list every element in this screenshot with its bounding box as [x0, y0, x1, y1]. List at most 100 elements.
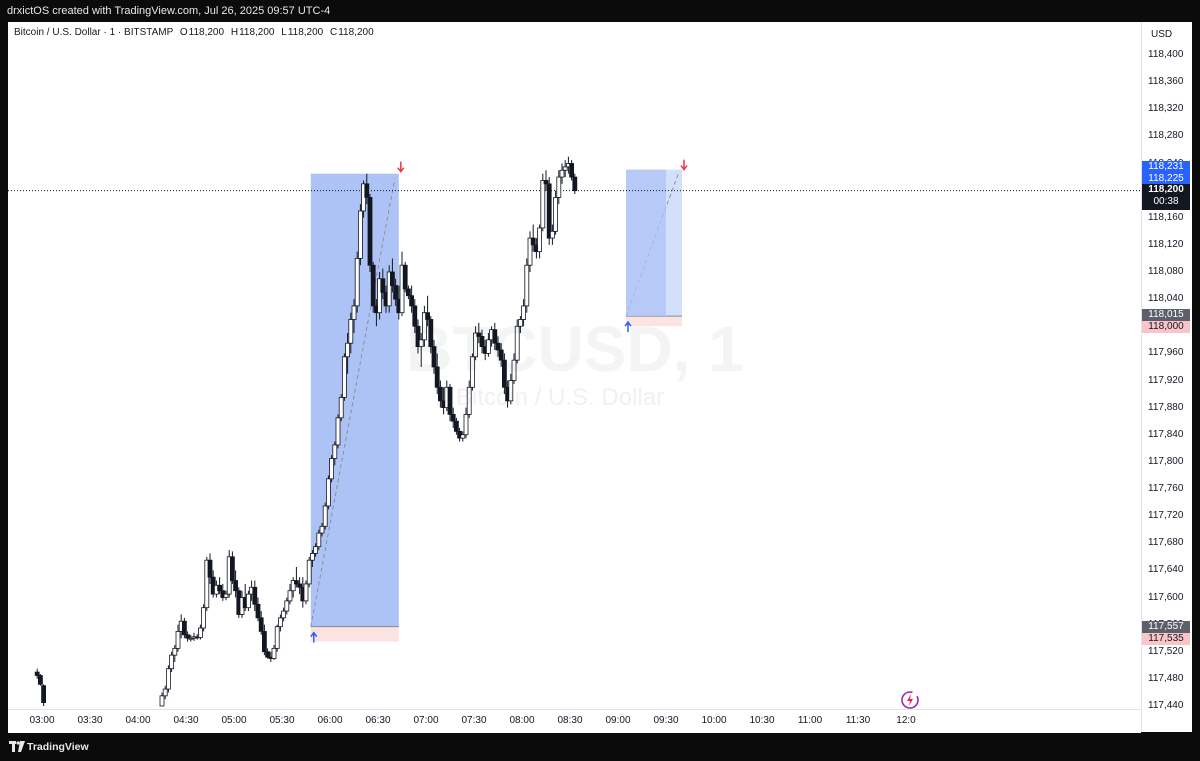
candle-body	[556, 176, 562, 198]
high-label: H	[230, 27, 239, 38]
time-axis-label: 11:00	[797, 715, 823, 726]
candle-body	[572, 176, 578, 192]
candle-body	[162, 688, 168, 697]
candle-body	[466, 386, 472, 415]
candle-body	[207, 559, 213, 578]
candle-body	[485, 339, 491, 354]
price-axis-label: 117,960	[1148, 347, 1184, 359]
time-axis-label: 04:00	[125, 715, 151, 726]
brand-name: TradingView	[27, 741, 89, 753]
candle-body	[380, 278, 386, 293]
symbol-legend: Bitcoin / U.S. Dollar · 1 · BITSTAMP O 11…	[14, 27, 378, 38]
candle-body	[492, 329, 498, 344]
time-axis-label: 10:00	[701, 715, 727, 726]
candle-body	[553, 197, 558, 232]
close-value: 118,200	[338, 27, 374, 38]
candle-body	[357, 210, 363, 259]
candle-body	[290, 580, 296, 592]
time-axis-label: 04:30	[173, 715, 199, 726]
candle-body	[332, 444, 338, 459]
open-label: O	[179, 27, 188, 38]
candle-body	[188, 637, 194, 640]
price-axis-label: 117,840	[1148, 428, 1184, 440]
symbol-title[interactable]: Bitcoin / U.S. Dollar · 1 · BITSTAMP	[14, 27, 174, 38]
time-axis-label: 11:30	[845, 715, 871, 726]
chart-frame: Bitcoin / U.S. Dollar · 1 · BITSTAMP O 11…	[8, 22, 1192, 733]
price-axis-label: 117,720	[1148, 510, 1184, 522]
time-axis-label: 10:30	[749, 715, 775, 726]
time-axis-label: 03:30	[77, 715, 103, 726]
candle-body	[370, 264, 376, 307]
target-price-tag-2: 118,225	[1142, 172, 1190, 185]
price-axis-label: 117,520	[1148, 645, 1184, 657]
candle-body	[319, 525, 325, 534]
price-axis-label: 117,880	[1148, 401, 1184, 413]
candle-body	[271, 647, 277, 659]
price-axis-label: 118,080	[1148, 266, 1184, 277]
candle-body	[169, 654, 175, 670]
candle-body	[34, 671, 40, 676]
time-axis[interactable]: 03:00 03:30 04:00 04:30 05:00 05:30 06:00 06:30…	[8, 709, 1141, 733]
candle-body	[540, 180, 546, 229]
time-axis-label: 07:00	[413, 715, 439, 726]
price-axis-label: 117,680	[1148, 537, 1184, 549]
candle-body	[498, 349, 504, 361]
candle-body	[293, 580, 299, 585]
low-value: 118,200	[287, 27, 324, 38]
candle-body	[252, 586, 258, 605]
candle-body	[559, 169, 565, 178]
candle-body	[511, 359, 517, 381]
candle-body	[562, 166, 568, 171]
time-axis-label: 08:30	[557, 715, 583, 726]
position-filled-zone	[626, 169, 666, 317]
candle-body	[175, 631, 181, 649]
time-axis-label: 08:00	[509, 715, 535, 726]
candle-body	[508, 380, 514, 402]
candle-body	[527, 237, 533, 266]
price-axis-label: 117,480	[1148, 672, 1184, 684]
candle-body	[479, 336, 485, 347]
candle-body	[428, 319, 434, 347]
candle-body	[386, 271, 392, 307]
time-axis-label: 09:00	[605, 715, 631, 726]
price-axis-label: 117,760	[1148, 483, 1184, 494]
time-axis-label: 06:00	[317, 715, 343, 726]
price-axis-label: 118,120	[1148, 238, 1184, 250]
target-price-tag: 118,231	[1142, 160, 1190, 173]
candle-body	[351, 305, 357, 320]
candle-body	[495, 342, 501, 351]
current-price-tag: 118,200 00:38	[1142, 183, 1190, 210]
price-chart[interactable]	[8, 22, 1141, 709]
long-position-target-zone	[310, 173, 399, 627]
currency-label[interactable]: USD	[1151, 29, 1173, 40]
candle-body	[329, 458, 335, 480]
candle-body	[537, 227, 542, 253]
time-axis-label: 12:0	[896, 715, 916, 726]
candle-body	[274, 626, 280, 649]
candle-body	[450, 414, 456, 422]
candle-body	[434, 366, 440, 388]
candle-body	[463, 414, 469, 436]
buy-arrow-icon	[310, 631, 318, 643]
candle-body	[341, 356, 347, 398]
candle-body	[524, 264, 530, 307]
candle-body	[322, 505, 328, 527]
candle-body	[316, 532, 322, 548]
price-axis-label: 118,160	[1148, 211, 1184, 223]
candle-body	[335, 417, 341, 446]
candle-body	[418, 339, 424, 347]
candle-body	[325, 478, 331, 507]
low-label: L	[281, 27, 287, 38]
candle-body	[521, 305, 526, 320]
candle-body	[201, 607, 207, 629]
candle-body	[165, 668, 171, 690]
price-axis-label: 117,440	[1148, 700, 1184, 711]
long-position-stop-zone	[626, 316, 682, 327]
candle-body	[245, 593, 251, 609]
replay-icon[interactable]	[900, 690, 920, 710]
candle-body	[402, 264, 408, 290]
long-position-stop-zone	[310, 626, 399, 642]
price-axis-label: 117,920	[1148, 374, 1184, 386]
candle-body	[377, 278, 383, 314]
price-axis-label: 118,280	[1148, 130, 1184, 142]
